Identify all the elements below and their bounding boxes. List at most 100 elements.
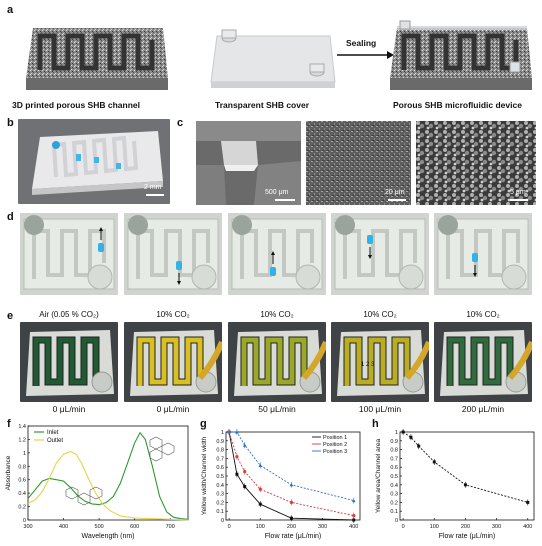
legend-label: Position 2: [323, 442, 347, 448]
data-point: [258, 502, 262, 506]
y-tick-label: 1: [395, 430, 398, 436]
scale-label: 20 μm: [385, 189, 405, 196]
droplet-photo: [434, 213, 532, 295]
flow-rate-label: 200 μL/min: [461, 404, 505, 414]
legend-label: Position 3: [323, 449, 347, 455]
y-tick-label: 0.7: [216, 456, 224, 462]
sealing-arrow-icon: [337, 51, 394, 59]
flow-rate-label: 0 μL/min: [156, 404, 190, 414]
absorbance-spectrum-chart: 300 400 500 600 700 0 0.2 0.4 0.6 0.8 1 1.2 1.4 Wavel…: [5, 424, 189, 540]
data-point: [526, 500, 530, 504]
scale-bar: [146, 194, 164, 196]
data-point: [289, 516, 293, 520]
data-point: [289, 500, 294, 504]
data-point: [351, 498, 356, 503]
yellow-width-chart: 0 100 200 300 400 0 0.1 0.2 0.3 0.4 0.5 0.6 0.7 0.8 0.…: [201, 429, 361, 540]
co2-device-photo: [124, 322, 222, 402]
y-tick-label: 0.1: [390, 509, 398, 515]
data-point: [401, 430, 405, 434]
series-line: [228, 431, 354, 521]
x-tick-label: 0: [402, 524, 405, 530]
y-tick-label: 0.8: [18, 464, 26, 470]
scale-bar: [275, 199, 295, 201]
series-line: [402, 431, 528, 503]
panel-label-c: c: [177, 117, 184, 129]
data-point: [258, 487, 262, 491]
molecule-structure-icon: [65, 486, 103, 506]
co2-condition-label: Air (0.05 % CO₂): [39, 310, 99, 319]
panel-label-e: e: [7, 310, 14, 322]
x-tick-label: 0: [228, 524, 231, 530]
y-tick-label: 0.4: [216, 483, 224, 489]
sealing-label: Sealing: [346, 38, 377, 48]
caption-microfluidic-device: Porous SHB microfluidic device: [393, 100, 522, 110]
x-tick-label: 100: [256, 524, 265, 530]
x-tick-label: 300: [492, 524, 501, 530]
x-tick-label: 300: [318, 524, 327, 530]
molecule-structure-icon: [149, 436, 175, 462]
x-axis-label: Wavelength (nm): [81, 533, 134, 540]
data-point: [235, 472, 239, 476]
droplet-photo: [228, 213, 326, 295]
data-point: [409, 435, 413, 439]
scale-bar: [388, 199, 406, 201]
panel-label-g: g: [200, 418, 207, 430]
x-tick-label: 100: [430, 524, 439, 530]
y-tick-label: 0.5: [390, 474, 398, 480]
y-tick-label: 0.2: [216, 500, 224, 506]
scale-label: 5 μm: [510, 189, 526, 196]
y-tick-label: 0.7: [390, 456, 398, 462]
yellow-area-chart: 0 100 200 300 400 0 0.1 0.2 0.3 0.4 0.5 0.6 0.7 0.8 0.…: [375, 429, 535, 540]
y-tick-label: 0.3: [216, 492, 224, 498]
data-point: [235, 455, 239, 459]
droplet-photo: [331, 213, 429, 295]
legend-label: Position 1: [323, 435, 347, 441]
x-axis-label: Flow rate (μL/min): [439, 533, 496, 540]
series-line: [27, 431, 189, 520]
scale-label: 2 mm: [144, 184, 162, 191]
data-point: [243, 470, 247, 474]
data-point: [432, 460, 436, 464]
x-tick-label: 300: [23, 524, 32, 530]
y-tick-label: 0.5: [216, 474, 224, 480]
series-line: [27, 450, 189, 521]
x-tick-label: 200: [287, 524, 296, 530]
y-tick-label: 0: [395, 518, 398, 524]
panel-label-h: h: [372, 418, 379, 430]
co2-condition-label: 10% CO₂: [363, 310, 397, 319]
caption-transparent-cover: Transparent SHB cover: [215, 100, 310, 110]
data-point: [258, 463, 263, 467]
flow-rate-label: 100 μL/min: [358, 404, 402, 414]
y-tick-label: 0.4: [390, 483, 398, 489]
sem-image-low-mag: [196, 121, 301, 205]
caption-porous-channel: 3D printed porous SHB channel: [12, 100, 140, 110]
y-tick-label: 0.8: [216, 448, 224, 454]
scale-bar: [510, 199, 528, 201]
flow-rate-label: 50 μL/min: [258, 404, 296, 414]
co2-device-photo: [434, 322, 532, 402]
data-point: [417, 444, 421, 448]
droplet-photo: [124, 213, 222, 295]
transparent-cover-illustration: [210, 29, 336, 88]
data-point: [352, 518, 356, 522]
legend-label: Inlet: [47, 430, 59, 436]
series-line: [229, 431, 354, 502]
panel-label-b: b: [7, 117, 14, 129]
panel-label-a: a: [7, 4, 14, 16]
y-tick-label: 0.1: [216, 509, 224, 515]
x-tick-label: 700: [166, 524, 175, 530]
y-tick-label: 0.2: [390, 500, 398, 506]
data-point: [235, 430, 239, 434]
y-axis-label: Absorbance: [5, 455, 12, 490]
droplet-photo: [20, 213, 118, 295]
y-tick-label: 1: [221, 430, 224, 436]
y-tick-label: 0: [221, 518, 224, 524]
co2-device-photo: [20, 322, 118, 402]
data-point: [352, 514, 356, 518]
x-tick-label: 400: [59, 524, 68, 530]
co2-condition-label: 10% CO₂: [466, 310, 500, 319]
co2-condition-label: 10% CO₂: [260, 310, 294, 319]
x-tick-label: 600: [130, 524, 139, 530]
x-tick-label: 400: [523, 524, 532, 530]
y-tick-label: 0.6: [390, 465, 398, 471]
